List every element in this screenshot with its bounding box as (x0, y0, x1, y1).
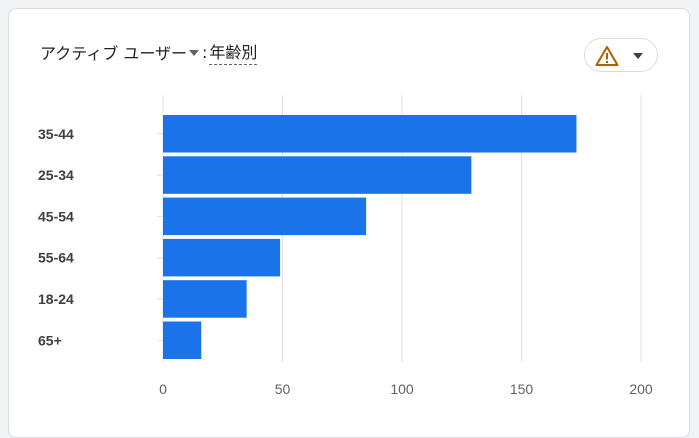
bar-18-24[interactable] (163, 280, 247, 318)
category-label: 25-34 (38, 167, 74, 183)
category-label: 35-44 (38, 126, 74, 142)
metric-dropdown-icon[interactable] (189, 50, 200, 56)
dimension-label[interactable]: 年齢別 (209, 39, 258, 65)
age-bar-chart: 0 50 100 150 200 35-44 25-34 45-54 55-64 18-24 65+ (38, 95, 653, 397)
metric-selector-label[interactable]: アクティブ ユーザー (40, 44, 188, 63)
warning-triangle-icon (595, 45, 619, 71)
bar-65+[interactable] (163, 321, 202, 360)
warning-menu-button[interactable] (584, 38, 658, 72)
card-title: アクティブ ユーザー : 年齢別 (40, 39, 258, 65)
bar-25-34[interactable] (163, 156, 472, 194)
category-label: 55-64 (38, 250, 74, 266)
bar-55-64[interactable] (163, 238, 281, 277)
x-tick-label: 50 (275, 381, 291, 397)
category-label: 18-24 (38, 291, 74, 307)
age-chart-card: アクティブ ユーザー : 年齢別 (8, 8, 690, 438)
x-tick-label: 0 (159, 381, 167, 397)
category-label: 65+ (38, 332, 62, 348)
x-tick-label: 150 (510, 381, 534, 397)
bar-35-44[interactable] (163, 115, 577, 153)
x-tick-label: 100 (390, 381, 414, 397)
bar-45-54[interactable] (163, 197, 367, 236)
title-separator: : (202, 42, 208, 62)
x-tick-label: 200 (629, 381, 653, 397)
chevron-down-icon (633, 53, 643, 59)
category-label: 45-54 (38, 208, 74, 224)
